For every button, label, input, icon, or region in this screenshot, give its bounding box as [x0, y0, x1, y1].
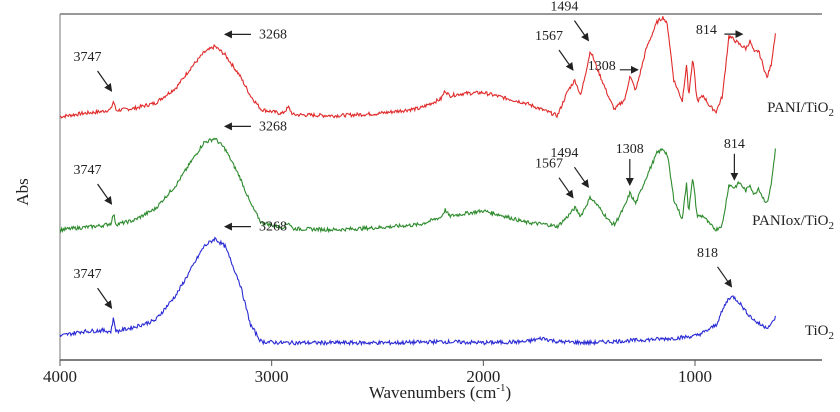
peak-label: 1494 [550, 146, 578, 161]
peak-label: 814 [696, 23, 717, 38]
peak-arrow [97, 70, 113, 92]
peak-arrow [573, 20, 590, 42]
peak-arrow [97, 287, 113, 309]
peak-arrow [97, 183, 113, 205]
series-label-3: TiO2 [805, 323, 834, 342]
y-axis-label: Abs [13, 178, 32, 205]
peak-arrow [573, 166, 590, 189]
peak-label: 3747 [74, 50, 102, 65]
x-tick-label: 4000 [43, 367, 77, 386]
series-line-2 [59, 137, 776, 234]
peak-label: 1567 [535, 29, 563, 44]
series-label-2: PANIox/TiO2 [752, 213, 834, 232]
x-axis-label: Wavenumbers (cm-1) [369, 382, 511, 402]
series-line-1 [59, 16, 776, 119]
series-line-3 [59, 236, 776, 347]
peak-arrow [717, 266, 733, 288]
peak-label: 814 [724, 137, 745, 152]
series-label-1: PANI/TiO2 [767, 100, 834, 119]
series-layer: PANI/TiO2 PANIox/TiO2 TiO2 [59, 16, 834, 347]
peak-label: 1567 [535, 157, 563, 172]
peak-label: 3268 [259, 27, 287, 42]
peak-label: 3268 [259, 220, 287, 235]
x-tick-label: 2000 [466, 367, 500, 386]
peak-label: 818 [697, 246, 718, 261]
peak-label: 1308 [616, 142, 644, 157]
peak-label: 3747 [74, 163, 102, 178]
peak-label: 3268 [259, 119, 287, 134]
peak-label: 1308 [588, 59, 616, 74]
peak-arrow [558, 177, 574, 199]
peak-label: 3747 [74, 267, 102, 282]
peak-label: 1494 [550, 0, 578, 15]
x-tick-label: 1000 [678, 367, 712, 386]
peak-arrow [558, 49, 574, 71]
x-tick-label: 3000 [255, 367, 289, 386]
x-tick-layer: 4000 3000 2000 1000 [43, 360, 712, 386]
